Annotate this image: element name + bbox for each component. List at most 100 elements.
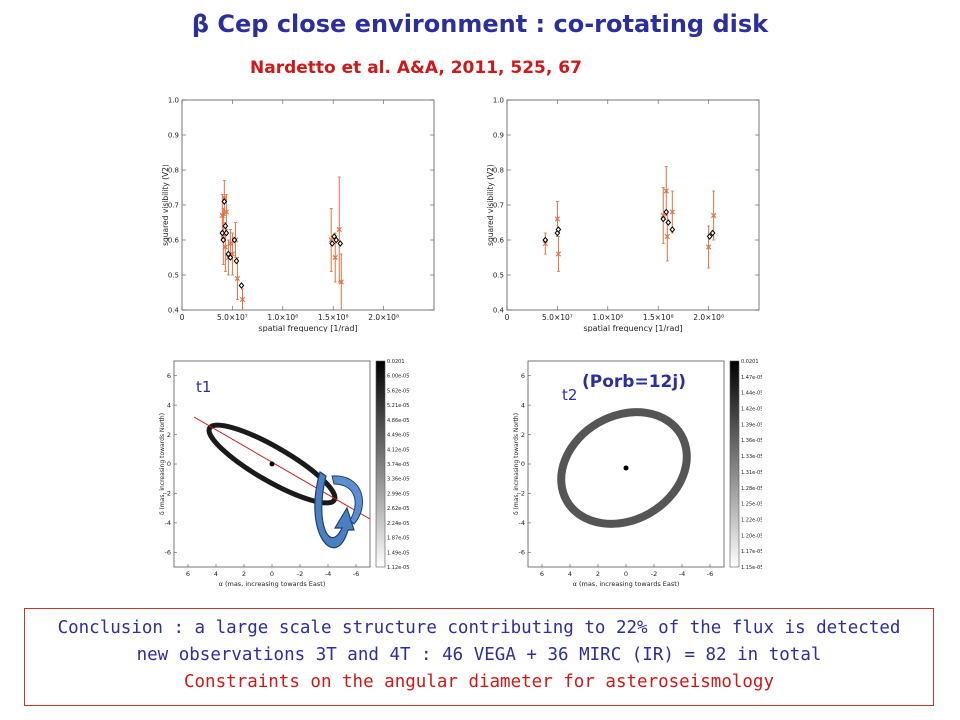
x-tick-label: 1.5×10⁸ xyxy=(643,313,674,322)
model-point xyxy=(555,226,562,233)
observed-point xyxy=(239,296,246,303)
x-tick-label: 4 xyxy=(214,570,218,578)
colorbar-label: 1.15e-05 xyxy=(741,565,762,571)
x-tick-label: 1.0×10⁸ xyxy=(592,313,623,322)
observed-point xyxy=(660,212,666,219)
observed-point xyxy=(664,233,670,240)
y-tick-label: 0.6 xyxy=(493,237,505,245)
colorbar-label: 1.17e-05 xyxy=(741,549,762,555)
observed-point xyxy=(227,240,233,247)
y-axis-label: δ (mas, increasing towards North) xyxy=(159,413,166,515)
observed-point xyxy=(234,275,241,282)
colorbar-label: 1.49e-05 xyxy=(387,550,409,556)
disk-image-t2: 6 4 2 0 -2 -4 -6 6 4 2 0 -2 -4 -6 α (mas, increasing t… xyxy=(512,353,762,593)
y-axis-label: δ (mas, increasing towards North) xyxy=(513,413,520,515)
observed-point xyxy=(542,240,548,247)
model-point xyxy=(221,198,228,205)
y-tick-label: 0.4 xyxy=(168,307,180,315)
y-tick-label: 1.0 xyxy=(168,97,179,105)
x-tick-label: -4 xyxy=(679,570,685,578)
colorbar-label: 1.47e-05 xyxy=(741,375,762,381)
x-tick-label: 0 xyxy=(505,313,510,322)
model-point xyxy=(222,222,229,230)
x-tick-label: -6 xyxy=(707,570,713,578)
model-point xyxy=(665,219,672,226)
colorbar xyxy=(729,360,740,568)
colorbar-label: 1.39e-05 xyxy=(741,422,762,428)
disk-ring xyxy=(557,408,691,528)
star-point xyxy=(269,461,275,467)
y-tick-label: 0.5 xyxy=(493,272,504,280)
colorbar-label: 4.12e-05 xyxy=(387,447,409,453)
x-tick-label: 2.0×10⁸ xyxy=(693,313,724,322)
colorbar-label: 2.24e-05 xyxy=(387,521,409,527)
x-tick-label: 5.0×10⁷ xyxy=(542,313,573,322)
colorbar-label: 5.21e-05 xyxy=(387,403,409,409)
x-tick-label: -2 xyxy=(651,570,657,578)
colorbar-label: 1.42e-05 xyxy=(741,407,762,413)
disk-ring xyxy=(206,422,338,506)
colorbar-label: 1.22e-05 xyxy=(741,517,762,523)
y-tick-label: 2 xyxy=(521,431,525,439)
colorbar-label: 3.74e-05 xyxy=(387,462,409,468)
model-point xyxy=(660,215,667,223)
colorbar-label: 1.12e-05 xyxy=(387,565,409,571)
colorbar-label: 1.20e-05 xyxy=(741,533,762,539)
y-tick-label: 0.7 xyxy=(168,202,179,210)
x-tick-label: 2 xyxy=(596,570,600,578)
x-tick-label: 0 xyxy=(270,570,274,578)
colorbar xyxy=(375,360,386,568)
plot-frame xyxy=(181,99,435,311)
colorbar-label: 0.0201 xyxy=(741,359,759,365)
observed-point xyxy=(669,209,675,215)
observed-point xyxy=(223,209,229,215)
colorbar-label: 2.99e-05 xyxy=(387,491,409,497)
x-tick-label: -6 xyxy=(353,570,359,578)
observed-point xyxy=(338,279,344,285)
conclusion-line-2: new observations 3T and 4T : 46 VEGA + 3… xyxy=(136,645,822,665)
y-tick-label: 0.9 xyxy=(493,132,504,140)
colorbar-label: 1.31e-05 xyxy=(741,470,762,476)
y-tick-label: 0.8 xyxy=(168,167,179,175)
colorbar-label: 1.87e-05 xyxy=(387,536,409,542)
model-point xyxy=(220,236,227,244)
colorbar-label: 6.00e-05 xyxy=(387,374,409,380)
y-tick-label: 0.5 xyxy=(168,272,179,280)
observed-point xyxy=(336,226,342,233)
model-point xyxy=(333,236,340,244)
model-point xyxy=(219,229,226,237)
y-tick-label: -2 xyxy=(519,490,525,498)
colorbar-label: 3.36e-05 xyxy=(387,477,409,483)
y-tick-label: 6 xyxy=(521,372,525,380)
x-tick-label: -2 xyxy=(297,570,303,578)
x-tick-label: 4 xyxy=(568,570,572,578)
conclusion-line-3: Constraints on the angular diameter for … xyxy=(183,672,774,692)
star-point xyxy=(623,465,629,471)
x-tick-label: 0 xyxy=(180,313,185,322)
model-point xyxy=(329,240,336,247)
colorbar-label: 4.86e-05 xyxy=(387,418,409,424)
x-tick-label: 2.0×10⁸ xyxy=(368,313,399,322)
rotation-arrow-icon xyxy=(314,471,363,549)
x-tick-label: 6 xyxy=(186,570,190,578)
y-tick-label: 0.4 xyxy=(493,307,505,315)
y-tick-label: -6 xyxy=(519,548,525,556)
observed-point xyxy=(663,188,669,194)
conclusion-line-1: Conclusion : a large scale structure con… xyxy=(57,618,901,638)
y-tick-label: 0.6 xyxy=(168,237,180,245)
observed-point xyxy=(706,244,712,250)
x-axis-label: α (mas, increasing towards East) xyxy=(573,580,680,588)
y-tick-label: 4 xyxy=(521,401,525,409)
plot-frame xyxy=(506,99,760,311)
y-tick-label: 1.0 xyxy=(493,97,504,105)
model-point xyxy=(238,282,245,289)
observed-point xyxy=(332,254,338,261)
model-point xyxy=(233,257,240,265)
x-tick-label: 1.5×10⁸ xyxy=(318,313,349,322)
model-point xyxy=(337,240,344,247)
observed-point xyxy=(555,251,561,257)
x-axis-label: spatial frequency [1/rad] xyxy=(258,324,357,332)
y-axis-label: squared visibility (V2) xyxy=(486,164,495,246)
orbital-period-note: (Porb=12j) xyxy=(582,372,686,392)
model-point xyxy=(709,229,716,237)
